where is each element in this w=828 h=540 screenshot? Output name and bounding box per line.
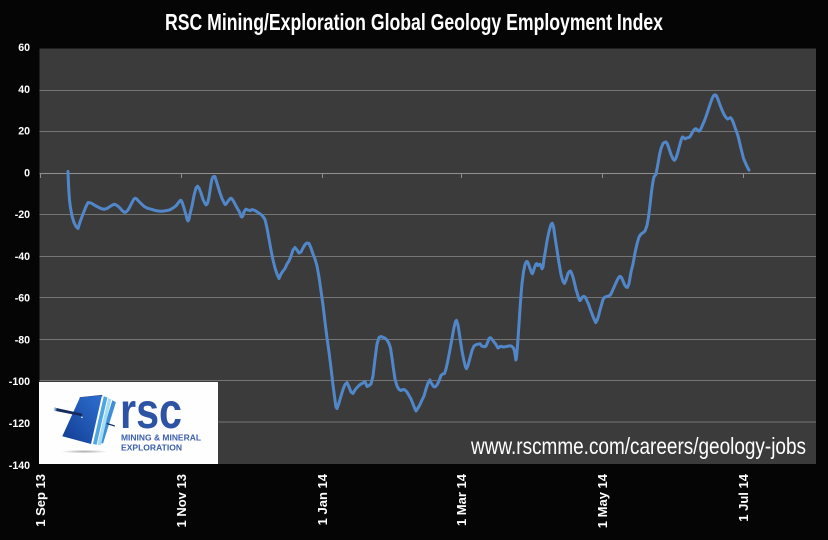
svg-text:-80: -80 xyxy=(15,335,30,347)
svg-text:1 Jul 14: 1 Jul 14 xyxy=(736,473,751,521)
svg-text:20: 20 xyxy=(18,126,30,138)
svg-text:0: 0 xyxy=(24,167,30,179)
svg-text:1 Nov 13: 1 Nov 13 xyxy=(174,474,189,527)
svg-text:MINING & MINERAL: MINING & MINERAL xyxy=(121,433,201,443)
svg-text:-20: -20 xyxy=(15,209,30,221)
svg-text:1 May 14: 1 May 14 xyxy=(595,473,610,528)
svg-text:-60: -60 xyxy=(15,293,30,305)
svg-text:www.rscmme.com/careers/geology: www.rscmme.com/careers/geology-jobs xyxy=(470,433,806,459)
svg-text:EXPLORATION: EXPLORATION xyxy=(121,443,182,453)
svg-text:-120: -120 xyxy=(9,418,30,430)
svg-text:RSC Mining/Exploration Global: RSC Mining/Exploration Global Geology Em… xyxy=(165,9,663,35)
svg-text:1 Mar 14: 1 Mar 14 xyxy=(454,473,469,526)
svg-text:1 Jan 14: 1 Jan 14 xyxy=(315,473,330,525)
svg-text:60: 60 xyxy=(18,42,30,54)
svg-text:-100: -100 xyxy=(9,376,30,388)
svg-text:rsc: rsc xyxy=(120,383,182,439)
svg-text:-140: -140 xyxy=(9,460,30,472)
svg-text:1 Sep 13: 1 Sep 13 xyxy=(33,474,48,527)
svg-text:-40: -40 xyxy=(15,251,30,263)
svg-text:40: 40 xyxy=(18,84,30,96)
